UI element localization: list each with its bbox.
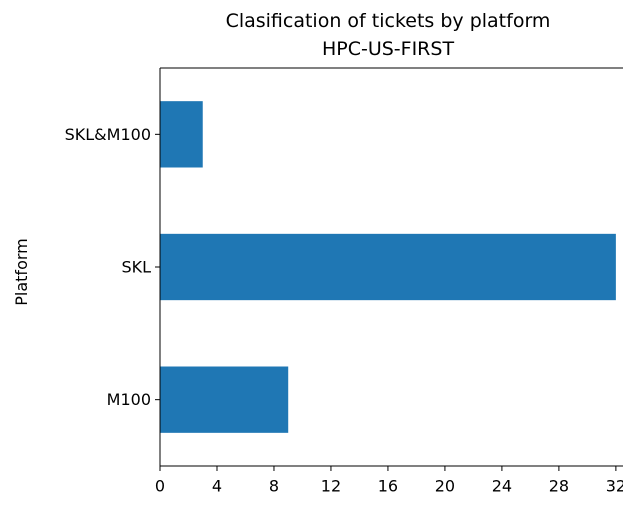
chart-title-line-1: Clasification of tickets by platform	[226, 10, 551, 32]
x-tick-label: 32	[606, 477, 623, 496]
y-tick-label: SKL	[121, 258, 151, 277]
y-tick-label: SKL&M100	[65, 125, 151, 144]
x-axis-ticks: 0 4 8 12 16 20 24 28 32	[155, 466, 623, 496]
bar-m100	[160, 366, 289, 433]
chart-title-line-2: HPC-US-FIRST	[322, 38, 454, 60]
bar-skl	[160, 233, 616, 301]
x-tick-label: 0	[155, 477, 165, 496]
x-tick-label: 12	[321, 477, 341, 496]
chart-title: Clasification of tickets by platform HPC…	[226, 10, 551, 60]
x-tick-label: 20	[435, 477, 455, 496]
y-axis-ticks: M100 SKL SKL&M100	[65, 125, 160, 409]
x-tick-label: 4	[212, 477, 222, 496]
x-tick-label: 24	[492, 477, 512, 496]
x-tick-label: 8	[269, 477, 279, 496]
y-axis-label: Platform	[12, 238, 31, 305]
y-tick-label: M100	[107, 390, 151, 409]
x-tick-label: 16	[378, 477, 398, 496]
plot-frame	[159, 67, 623, 467]
bar-skl-m100	[160, 101, 203, 168]
bars-group	[160, 101, 616, 433]
x-tick-label: 28	[549, 477, 569, 496]
